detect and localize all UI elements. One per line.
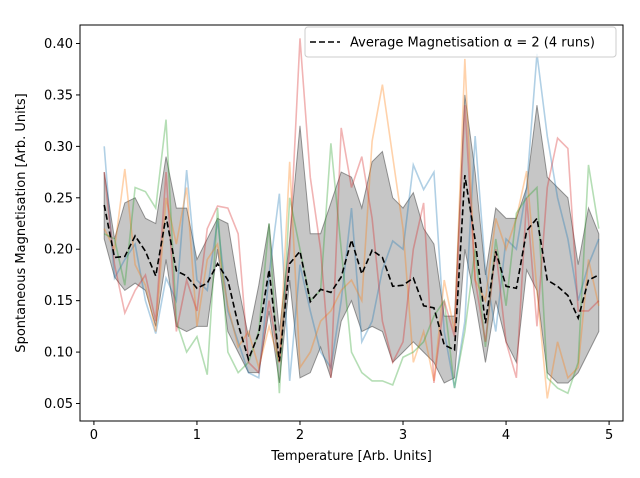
y-tick-label: 0.15 (44, 294, 73, 309)
run-line-1 (103, 53, 600, 389)
y-tick-label: 0.40 (44, 37, 73, 52)
x-tick-label: 5 (605, 428, 613, 443)
y-axis: 0.05 0.10 0.15 0.20 0.25 0.30 0.35 0.40 (44, 37, 80, 412)
run-line-2 (103, 58, 600, 399)
y-tick-label: 0.10 (44, 346, 73, 361)
legend: Average Magnetisation α = 2 (4 runs) (304, 26, 617, 58)
x-tick-label: 1 (193, 428, 201, 443)
x-tick-label: 4 (502, 428, 510, 443)
y-tick-label: 0.20 (44, 243, 73, 258)
plot-frame (79, 24, 624, 422)
band-layer (103, 94, 600, 384)
x-tick-label: 3 (399, 428, 407, 443)
x-axis-label: Temperature [Arb. Units] (270, 449, 432, 464)
y-tick-label: 0.25 (44, 191, 73, 206)
y-tick-label: 0.35 (44, 88, 73, 103)
x-axis: 0 1 2 3 4 5 (90, 421, 613, 443)
y-tick-label: 0.30 (44, 140, 73, 155)
average-layer (103, 175, 600, 362)
run-line-4 (103, 38, 600, 384)
legend-label: Average Magnetisation α = 2 (4 runs) (350, 36, 595, 51)
x-tick-label: 0 (90, 428, 98, 443)
y-tick-label: 0.05 (44, 397, 73, 412)
run-line-3 (103, 119, 600, 395)
series-layer (103, 38, 600, 399)
x-tick-label: 2 (296, 428, 304, 443)
average-line (103, 175, 600, 362)
spread-band (103, 94, 600, 384)
y-axis-label: Spontaneous Magnetisation [Arb. Units] (14, 93, 29, 352)
legend-box (304, 26, 617, 58)
